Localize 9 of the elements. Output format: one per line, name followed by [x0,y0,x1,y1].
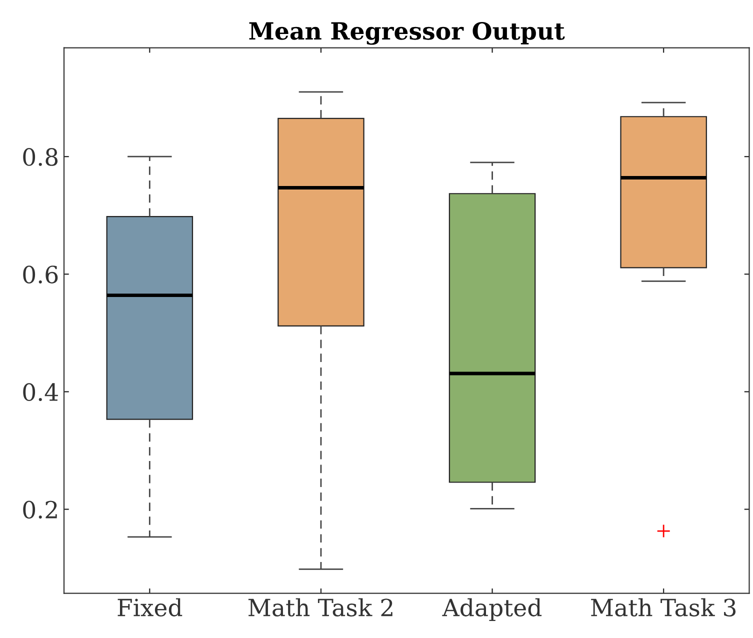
x-tick-label: Math Task 3 [591,598,736,616]
x-tick-label: Fixed [118,598,182,616]
x-tick-label: Math Task 2 [248,598,392,616]
y-tick-label: 0.8 [23,148,58,166]
chart-title: Mean Regressor Output [249,22,565,45]
y-tick-label: 0.4 [23,383,58,402]
y-tick-label: 0.2 [23,500,57,519]
y-tick-label: 0.6 [23,266,58,284]
x-tick-label: Adapted [442,598,542,622]
